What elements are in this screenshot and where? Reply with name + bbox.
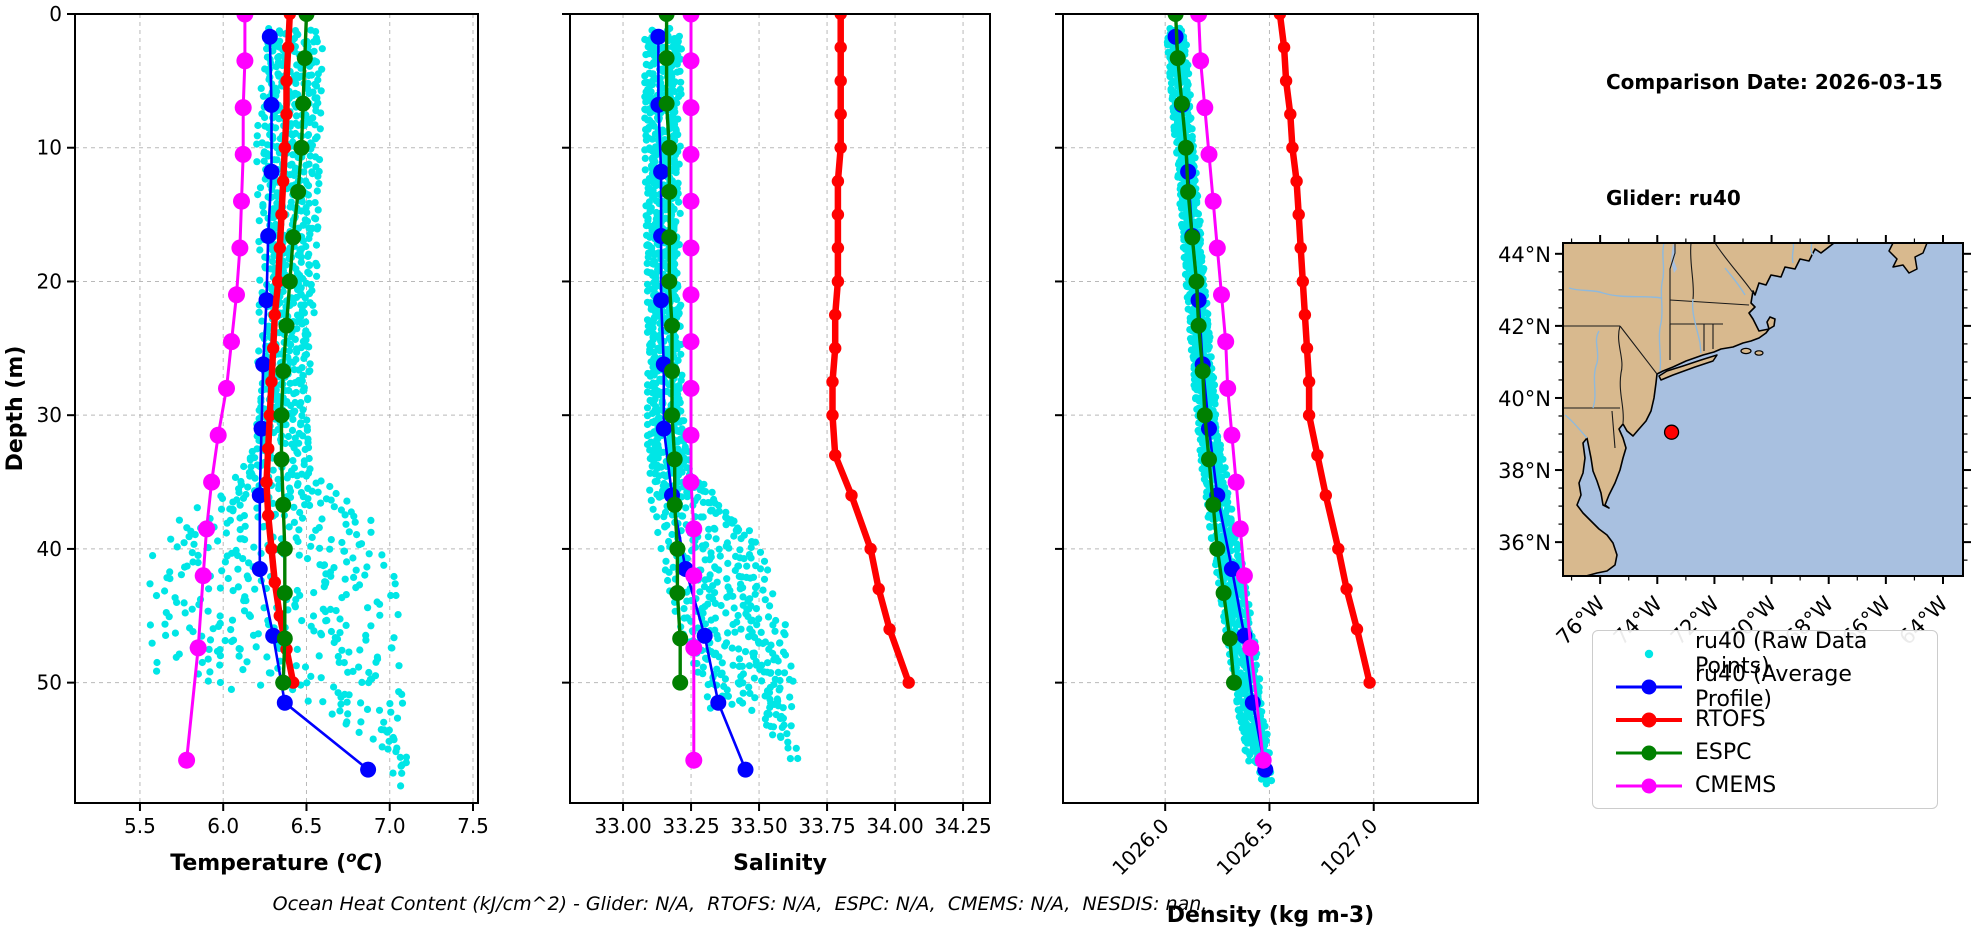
plot-area: [1163, 14, 1376, 788]
y-tick-label: 10: [37, 136, 62, 160]
map-frame: [1562, 242, 1964, 577]
map-rivers: [1564, 242, 1814, 439]
x-tick-label: 1027.0: [1316, 814, 1382, 880]
map-island-nantucket: [1754, 350, 1764, 356]
legend-marker-icon: [1603, 742, 1695, 764]
axis-ticks: [67, 13, 475, 811]
series-ru40-average-profile-: [251, 28, 377, 778]
raw-data-scatter: [641, 24, 802, 763]
comparison-date: Comparison Date: 2026-03-15: [1606, 70, 1943, 94]
axes-spines: [1062, 13, 1479, 804]
series-espc: [1167, 14, 1242, 691]
legend: ru40 (Raw Data Points) ru40 (Average Prof…: [1592, 629, 1938, 809]
y-tick-label: 0: [49, 2, 62, 26]
x-tick-label: 34.00: [866, 814, 923, 838]
plot-area: [146, 14, 410, 790]
location-map: 44°N42°N40°N38°N36°N76°W 74°W 72°W 70°W 68°W…: [1498, 235, 1971, 650]
map-nova-scotia: [1888, 242, 1928, 274]
temperature-panel: 5.5 6.0 6.5 7.0 7.5 0 10 20 30 40 50 Depth (m) Tempe…: [3, 2, 489, 876]
legend-marker-icon: [1603, 676, 1695, 698]
axes-spines: [74, 13, 479, 804]
x-tick-label: 7.0: [374, 814, 406, 838]
map-island-marthas-vineyard: [1740, 347, 1752, 355]
x-axis-label: Temperature (oC): [170, 848, 383, 876]
lat-tick-label: 42°N: [1498, 315, 1551, 339]
lat-tick-label: 40°N: [1498, 387, 1551, 411]
series-espc: [658, 14, 689, 691]
lat-tick-label: 36°N: [1498, 531, 1551, 555]
axis-ticks: [562, 13, 965, 811]
x-tick-labels: 1026.0 1026.5 1027.0: [1107, 814, 1382, 880]
legend-entry-ru40-raw-data-points-: ru40 (Raw Data Points): [1603, 629, 1927, 679]
y-tick-label: 40: [37, 537, 62, 561]
y-tick-label: 50: [37, 671, 62, 695]
raw-data-scatter: [1163, 24, 1276, 788]
map-long-island: [1658, 354, 1718, 381]
legend-label: ESPC: [1695, 740, 1752, 765]
salinity-panel: 33.00 33.25 33.50 33.75 34.00 34.25 Salinity: [562, 13, 992, 876]
axis-ticks: [1055, 13, 1375, 811]
legend-label: ru40 (Average Profile): [1695, 661, 1852, 712]
x-tick-label: 6.5: [291, 814, 323, 838]
series-cmems: [178, 14, 254, 769]
legend-marker-icon: [1603, 709, 1695, 731]
x-tick-label: 6.0: [207, 814, 239, 838]
x-tick-label: 1026.5: [1212, 814, 1278, 880]
x-tick-label: 33.50: [730, 814, 787, 838]
legend-marker-icon: [1603, 643, 1695, 665]
y-tick-label: 20: [37, 269, 62, 293]
x-tick-label: 1026.0: [1107, 814, 1173, 880]
x-tick-label: 34.25: [934, 814, 991, 838]
lat-tick-label: 38°N: [1498, 459, 1551, 483]
legend-entry-espc: ESPC: [1603, 736, 1927, 769]
info-glider: Glider: ru40: [1606, 186, 1741, 210]
ocean-heat-content-caption: Ocean Heat Content (kJ/cm^2) - Glider: N…: [272, 893, 1208, 915]
series-espc: [273, 14, 315, 691]
x-tick-label: 5.5: [124, 814, 156, 838]
plot-area: [641, 14, 915, 778]
legend-label: ru40 (Raw Data Points): [1695, 628, 1868, 679]
density-panel: 1026.0 1026.5 1027.0 Density (kg m-3): [1055, 13, 1479, 928]
series-rtofs: [826, 14, 915, 689]
lat-tick-label: 44°N: [1498, 243, 1551, 267]
x-tick-labels: 33.00 33.25 33.50 33.75 34.00 34.25: [594, 814, 991, 838]
legend-entry-rtofs: RTOFS: [1603, 703, 1927, 736]
x-tick-label: 33.00: [594, 814, 651, 838]
raw-data-scatter: [146, 25, 410, 790]
series-rtofs: [1273, 14, 1376, 689]
y-tick-label: 30: [37, 403, 62, 427]
y-tick-labels: 0 10 20 30 40 50: [37, 2, 62, 695]
legend-label: RTOFS: [1695, 707, 1766, 732]
series-cmems: [1190, 14, 1272, 769]
x-tick-label: 7.5: [457, 814, 489, 838]
map-state-borders: [1563, 242, 1754, 449]
x-tick-label: 33.75: [798, 814, 855, 838]
series-cmems: [682, 14, 703, 769]
grid: [1063, 13, 1478, 803]
legend-entry-ru40-average-profile-: ru40 (Average Profile): [1603, 662, 1927, 712]
legend-marker-icon: [1603, 775, 1695, 797]
x-tick-labels: 5.5 6.0 6.5 7.0 7.5: [124, 814, 489, 838]
legend-label: CMEMS: [1695, 773, 1777, 798]
x-axis-label: Density (kg m-3): [1167, 903, 1375, 928]
x-axis-label: Salinity: [733, 851, 827, 876]
map-land: [1562, 242, 1835, 577]
series-rtofs: [260, 14, 300, 689]
glider-location-marker: [1663, 424, 1680, 440]
legend-entry-cmems: CMEMS: [1603, 769, 1927, 802]
y-axis-label: Depth (m): [3, 346, 28, 472]
axes-spines: [569, 13, 991, 804]
x-tick-label: 33.25: [662, 814, 719, 838]
